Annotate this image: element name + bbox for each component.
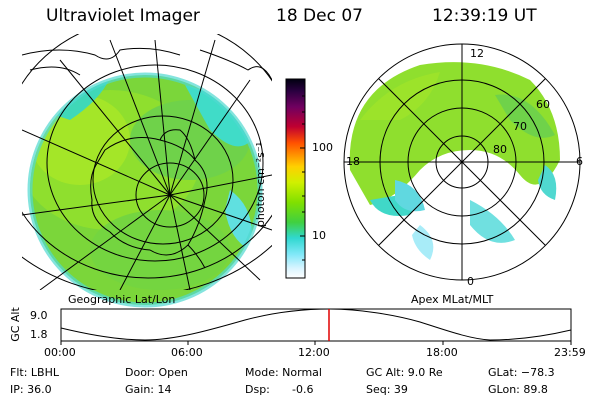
colorbar-label: photon cm⁻²s⁻¹ bbox=[254, 141, 268, 228]
mlat-label-80: 80 bbox=[493, 143, 507, 156]
info-glon: GLon: 89.8 bbox=[488, 383, 548, 396]
altitude-xtick-1200: 12:00 bbox=[298, 346, 330, 359]
mlat-label-70: 70 bbox=[513, 120, 527, 133]
mlt-label-6: 6 bbox=[576, 155, 583, 168]
altitude-xtick-2359: 23:59 bbox=[554, 346, 586, 359]
left-map-caption: Geographic Lat/Lon bbox=[68, 293, 176, 306]
time-label: 12:39:19 UT bbox=[432, 6, 537, 26]
info-glat: GLat: −78.3 bbox=[488, 366, 555, 379]
altitude-ytick-bottom: 1.8 bbox=[30, 328, 48, 341]
mlt-label-0: 0 bbox=[467, 275, 474, 288]
info-door: Door: Open bbox=[125, 366, 188, 379]
color-bar bbox=[285, 78, 306, 279]
date-label: 18 Dec 07 bbox=[276, 6, 363, 26]
left-lat-lon-grid bbox=[22, 34, 272, 290]
altitude-xtick-1800: 18:00 bbox=[426, 346, 458, 359]
altitude-ytick-top: 9.0 bbox=[30, 309, 48, 322]
altitude-xtick-0600: 06:00 bbox=[171, 346, 203, 359]
info-dsp-value: -0.6 bbox=[292, 383, 314, 396]
apex-map bbox=[343, 43, 581, 281]
mlt-label-18: 18 bbox=[346, 155, 360, 168]
altitude-curve bbox=[60, 308, 572, 341]
altitude-xtick-0000: 00:00 bbox=[44, 346, 76, 359]
altitude-ylabel: GC Alt bbox=[8, 307, 22, 342]
info-gain: Gain: 14 bbox=[125, 383, 172, 396]
colorbar-tick-10: 10 bbox=[312, 229, 326, 242]
info-mode: Mode: Normal bbox=[245, 366, 322, 379]
geographic-map bbox=[22, 34, 272, 308]
left-emission-image bbox=[30, 75, 260, 305]
right-map-caption: Apex MLat/MLT bbox=[411, 293, 494, 306]
apex-grid bbox=[344, 44, 580, 280]
info-flt: Flt: LBHL bbox=[10, 366, 59, 379]
colorbar-tick-100: 100 bbox=[312, 141, 333, 154]
info-seq: Seq: 39 bbox=[366, 383, 408, 396]
info-gcalt: GC Alt: 9.0 Re bbox=[366, 366, 443, 379]
mlat-label-60: 60 bbox=[536, 98, 550, 111]
mlt-label-12: 12 bbox=[470, 47, 484, 60]
altitude-plot bbox=[60, 308, 572, 345]
info-dsp: Dsp: bbox=[245, 383, 270, 396]
info-ip: IP: 36.0 bbox=[10, 383, 52, 396]
app-title: Ultraviolet Imager bbox=[46, 6, 200, 26]
